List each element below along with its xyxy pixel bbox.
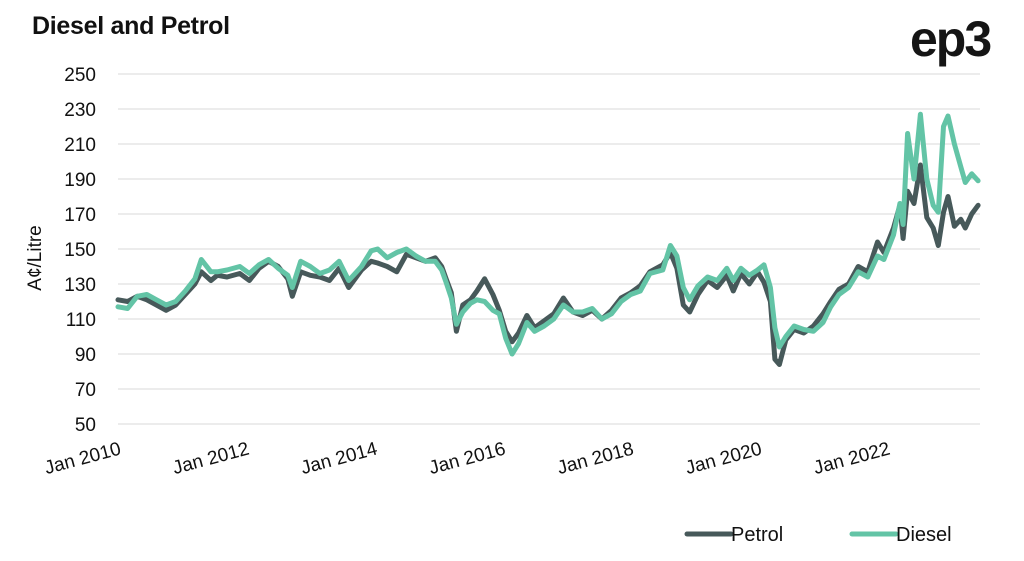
y-tick-label: 70 (75, 380, 96, 401)
ep3-logo: ep3 (910, 14, 992, 67)
series-line-diesel (115, 111, 981, 357)
y-tick-label: 90 (75, 345, 96, 366)
x-tick-label: Jan 2010 (42, 439, 123, 480)
x-axis-ticks: Jan 2010 Jan 2012 Jan 2014 Jan 2016 Jan 2018… (42, 438, 892, 479)
y-tick-label: 170 (64, 205, 96, 226)
legend-label-diesel: Diesel (896, 524, 952, 546)
legend-label-petrol: Petrol (731, 524, 783, 546)
y-tick-label: 110 (66, 310, 96, 331)
x-tick-label: Jan 2018 (555, 439, 636, 480)
y-tick-label: 150 (64, 240, 96, 261)
grid-lines (118, 73, 980, 425)
series-lines (115, 111, 981, 367)
x-tick-label: Jan 2022 (811, 439, 892, 480)
logo-text: ep3 (910, 14, 990, 67)
x-tick-label: Jan 2016 (427, 439, 508, 480)
x-tick-label: Jan 2014 (299, 438, 380, 479)
x-tick-label: Jan 2020 (683, 439, 764, 480)
legend: Petrol Diesel (684, 524, 952, 546)
x-tick-label: Jan 2012 (171, 439, 252, 480)
chart-title: Diesel and Petrol (32, 12, 230, 40)
y-tick-label: 190 (64, 170, 96, 191)
y-tick-label: 130 (64, 275, 96, 296)
y-axis-label: A¢/Litre (25, 225, 46, 290)
y-tick-label: 210 (64, 135, 96, 156)
y-tick-label: 230 (64, 100, 96, 121)
y-axis-ticks: 50 70 90 110 130 150 170 190 210 230 250 (64, 65, 96, 436)
y-tick-label: 50 (75, 415, 96, 436)
y-tick-label: 250 (64, 65, 96, 86)
series-line-petrol (115, 162, 981, 367)
